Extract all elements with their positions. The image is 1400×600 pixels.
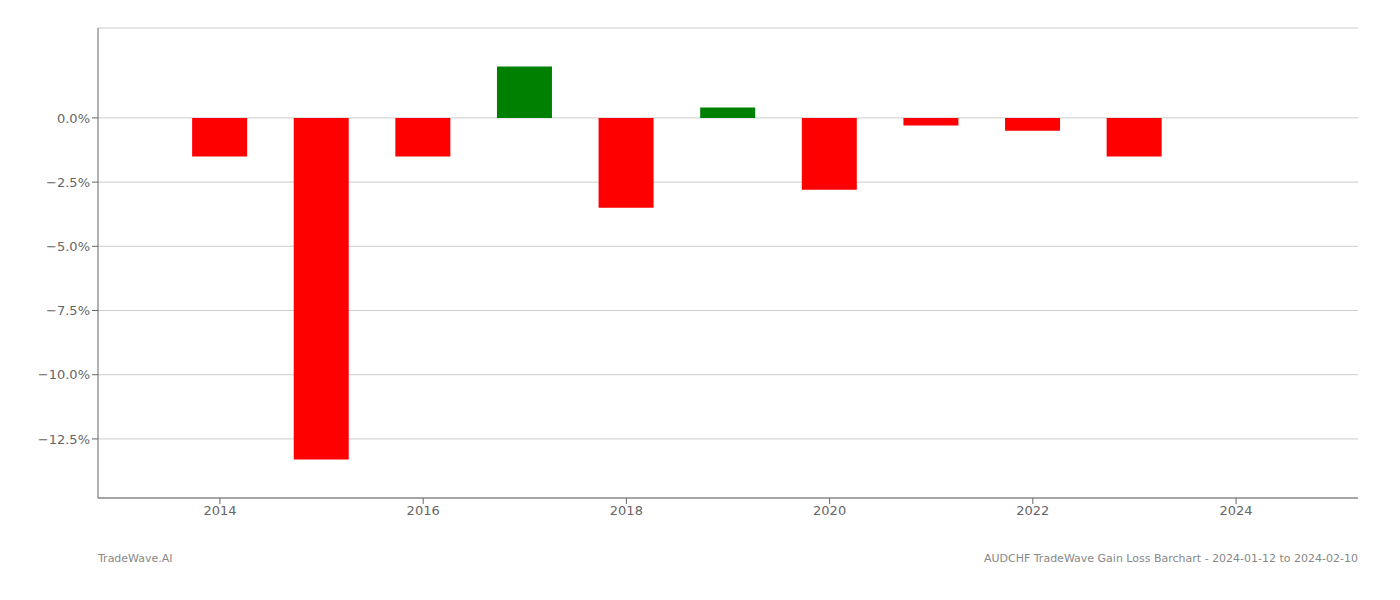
svg-text:2022: 2022 <box>1016 503 1049 518</box>
svg-text:0.0%: 0.0% <box>57 111 90 126</box>
svg-text:−7.5%: −7.5% <box>46 303 90 318</box>
svg-text:−5.0%: −5.0% <box>46 239 90 254</box>
svg-text:2020: 2020 <box>813 503 846 518</box>
html-text:TradeWave.AI: TradeWave.AI <box>98 552 173 565</box>
svg-text:−2.5%: −2.5% <box>46 175 90 190</box>
svg-text:2016: 2016 <box>407 503 440 518</box>
svg-text:2018: 2018 <box>610 503 643 518</box>
svg-text:−12.5%: −12.5% <box>38 432 90 447</box>
html-text:AUDCHF TradeWave Gain Loss Bar: AUDCHF TradeWave Gain Loss Barchart - 20… <box>983 552 1358 565</box>
svg-text:2014: 2014 <box>203 503 236 518</box>
svg-text:2024: 2024 <box>1220 503 1253 518</box>
svg-text:−10.0%: −10.0% <box>38 367 90 382</box>
